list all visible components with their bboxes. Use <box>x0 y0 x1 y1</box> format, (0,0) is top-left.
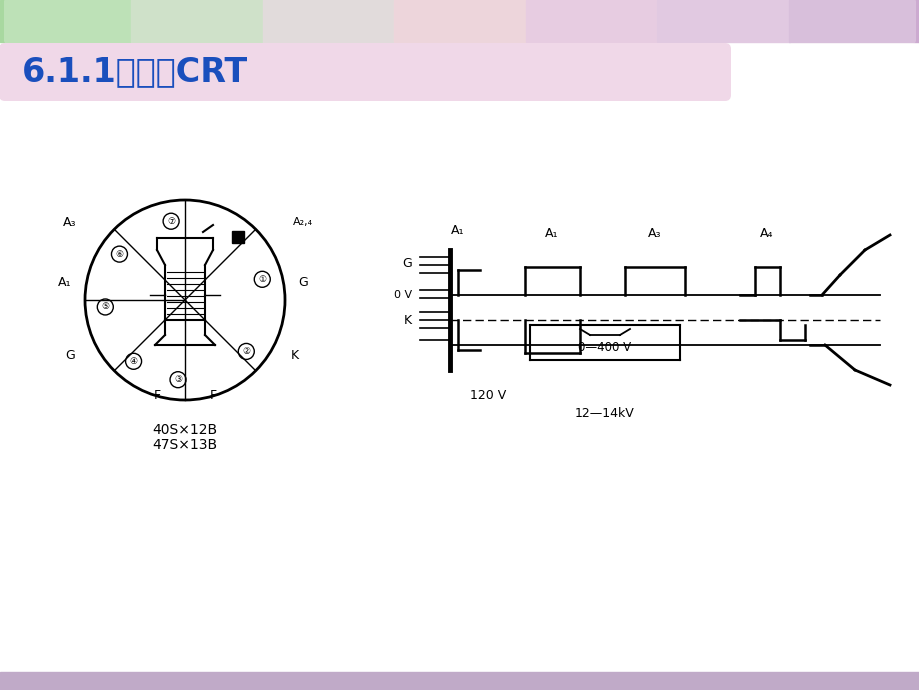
Text: ④: ④ <box>130 357 138 366</box>
Text: A₃: A₃ <box>63 215 76 228</box>
Text: K: K <box>290 348 299 362</box>
Bar <box>263 0 395 42</box>
Text: F: F <box>153 388 161 402</box>
Text: ③: ③ <box>174 375 182 384</box>
Text: A₄: A₄ <box>759 226 773 239</box>
Text: G: G <box>298 275 308 288</box>
Text: 0 V: 0 V <box>393 290 412 300</box>
Bar <box>0 0 132 42</box>
Text: ⑦: ⑦ <box>167 217 175 226</box>
Text: ①: ① <box>258 275 266 284</box>
Text: ②: ② <box>242 347 250 356</box>
Text: G: G <box>65 348 74 362</box>
Bar <box>232 231 244 243</box>
Text: 6.1.1、黑白CRT: 6.1.1、黑白CRT <box>22 55 248 88</box>
Text: G: G <box>402 257 412 270</box>
Bar <box>525 0 657 42</box>
Text: 12—14kV: 12—14kV <box>574 406 634 420</box>
Text: ⑥: ⑥ <box>115 250 123 259</box>
Bar <box>0 672 919 690</box>
Text: 40S×12B: 40S×12B <box>153 423 217 437</box>
Bar <box>131 0 264 42</box>
Text: A₃: A₃ <box>648 226 661 239</box>
Text: F: F <box>210 388 216 402</box>
Bar <box>656 0 789 42</box>
Text: 120 V: 120 V <box>470 388 505 402</box>
Text: 47S×13B: 47S×13B <box>153 438 217 452</box>
Text: 0—400 V: 0—400 V <box>578 340 630 353</box>
Bar <box>788 0 919 42</box>
Text: A₁: A₁ <box>545 226 558 239</box>
FancyBboxPatch shape <box>0 43 731 101</box>
Text: K: K <box>403 313 412 326</box>
Text: A₁: A₁ <box>450 224 464 237</box>
Text: ⑤: ⑤ <box>101 302 109 311</box>
FancyBboxPatch shape <box>4 0 915 44</box>
Text: A₂,₄: A₂,₄ <box>292 217 312 227</box>
Bar <box>394 0 527 42</box>
Text: A₁: A₁ <box>58 275 72 288</box>
